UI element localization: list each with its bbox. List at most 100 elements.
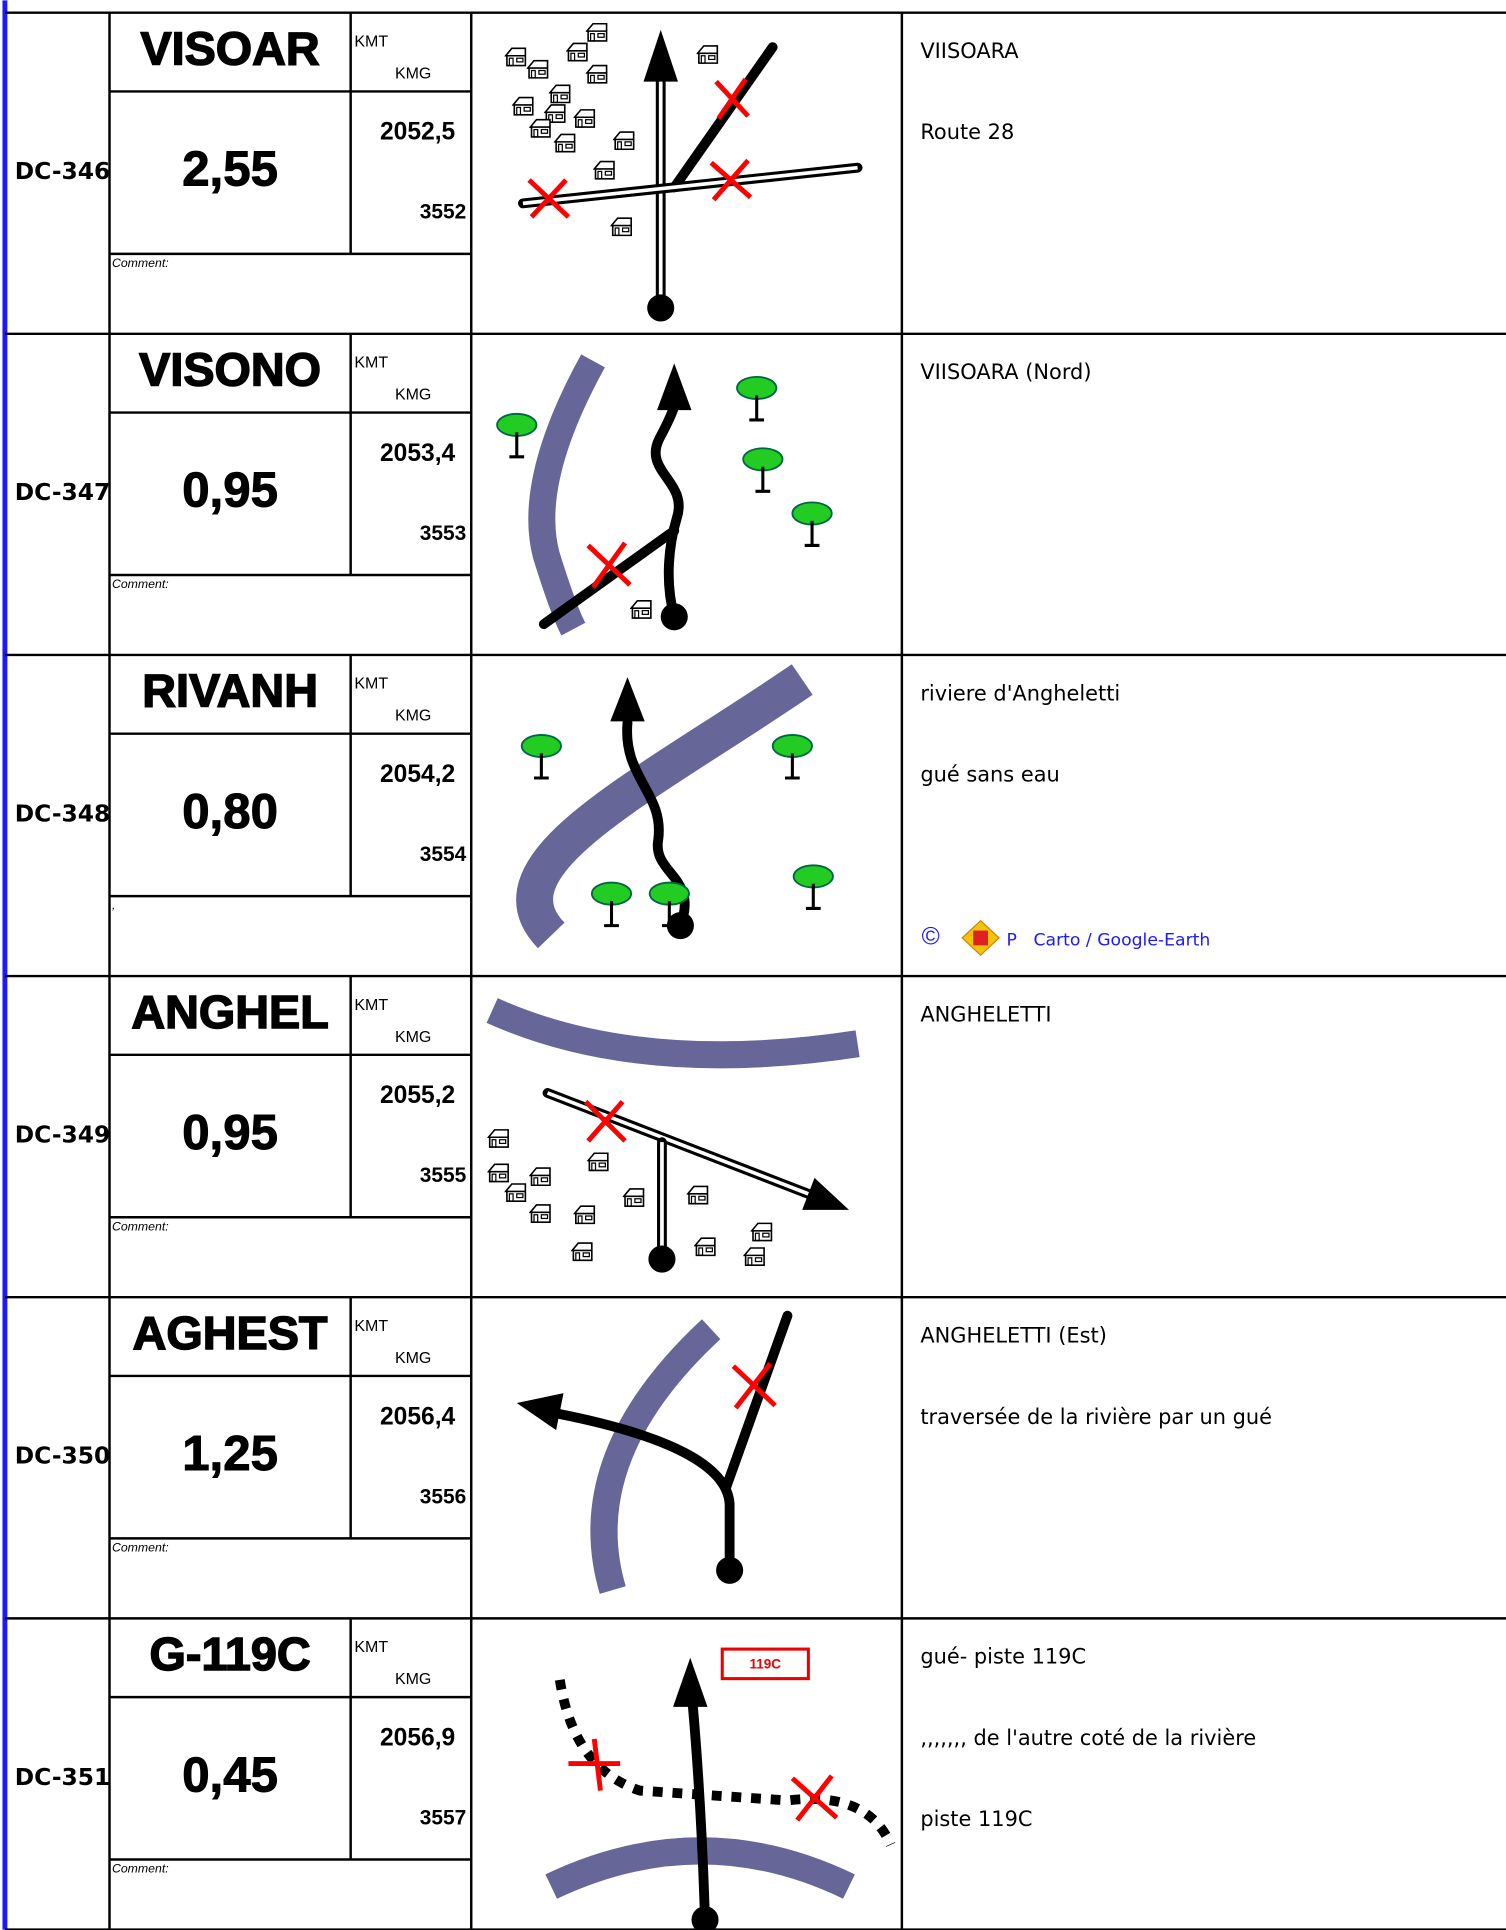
kmg-label: KMG	[395, 65, 431, 82]
diagram-shape	[660, 603, 688, 631]
distance: 0,45	[182, 1747, 278, 1802]
diagram-shape	[743, 1247, 765, 1267]
diagram-shape	[741, 446, 785, 493]
waypoint-code: AGHEST	[133, 1307, 328, 1359]
row-id: DC-346	[15, 157, 111, 185]
note: gué sans eau	[920, 763, 1059, 787]
diagram-shape	[610, 677, 645, 722]
diagram-shape	[973, 930, 989, 946]
kmg-label: KMG	[395, 1671, 431, 1688]
kmt-label: KMT	[354, 1639, 388, 1656]
diagram-shape	[691, 1906, 719, 1930]
diagram-shape	[694, 1237, 716, 1257]
diagram-shape	[771, 733, 814, 780]
kmt-label: KMT	[354, 355, 388, 372]
diagram-shape	[802, 1177, 849, 1210]
note: ANGHELETTI (Est)	[920, 1324, 1107, 1348]
diagram-shape	[648, 1245, 676, 1273]
diagram-shape	[529, 1167, 551, 1187]
diagram-shape	[529, 1204, 551, 1223]
note: VIISOARA	[920, 39, 1019, 63]
kmt-value: 2056,9	[380, 1724, 455, 1751]
diagram-shape	[516, 664, 835, 949]
diagram-shape	[549, 84, 571, 104]
row-id: DC-350	[15, 1442, 111, 1470]
kmg-value: 3555	[420, 1164, 467, 1187]
diagram-shape	[529, 118, 551, 138]
diagram-shape	[630, 600, 652, 619]
diagram-shape	[669, 42, 778, 193]
kmt-value: 2056,4	[380, 1403, 456, 1430]
distance: 0,95	[182, 463, 278, 518]
distance: 1,25	[182, 1426, 278, 1481]
diagram-shape	[520, 733, 563, 780]
comment: Comment:	[112, 1540, 169, 1554]
kmg-value: 3557	[420, 1806, 467, 1829]
diagram-shape: 119C	[545, 1647, 896, 1930]
kmt-label: KMT	[354, 1318, 388, 1335]
note: traversée de la rivière par un gué	[920, 1405, 1272, 1429]
waypoint-code: VISONO	[139, 344, 321, 396]
diagram-shape	[554, 133, 576, 153]
diagram-shape	[538, 525, 680, 630]
kmt-value: 2053,4	[380, 440, 456, 467]
diagram-shape	[566, 42, 588, 62]
diagram-shape	[587, 1152, 609, 1172]
note: Route 28	[920, 120, 1014, 144]
diagram-shape	[790, 1774, 839, 1822]
diagram-shape	[750, 1222, 773, 1242]
diagram-shape	[527, 59, 549, 79]
comment: Comment:	[112, 1862, 169, 1876]
kmt-value: 2055,2	[380, 1082, 455, 1109]
diagram-shape	[790, 500, 834, 547]
diagram-shape	[673, 1657, 708, 1707]
diagram-shape	[486, 998, 860, 1273]
kmg-label: KMG	[395, 387, 431, 404]
kmg-value: 3553	[420, 522, 467, 545]
row-id: DC-348	[15, 799, 111, 827]
comment: Comment:	[112, 1219, 169, 1233]
note: piste 119C	[920, 1807, 1032, 1831]
diagram-shape	[546, 1091, 810, 1196]
kmt-value: 2054,2	[380, 761, 455, 788]
credit-text: Carto / Google-Earth	[1034, 930, 1211, 950]
diagram-shape	[657, 363, 692, 411]
diagram-shape	[792, 863, 835, 910]
distance: 0,80	[182, 784, 278, 839]
diagram-shape	[516, 1393, 564, 1431]
kmt-label: KMT	[354, 33, 388, 50]
diagram-shape	[716, 1556, 744, 1584]
kmg-label: KMG	[395, 1029, 431, 1046]
diagram-shape	[696, 45, 719, 64]
kmg-value: 3554	[420, 843, 467, 866]
diagram-shape	[714, 77, 750, 120]
diagram-shape	[586, 22, 608, 42]
kmg-value: 3552	[420, 201, 467, 224]
row-id: DC-347	[15, 478, 111, 506]
diagram-shape	[623, 1188, 645, 1207]
distance: 2,55	[182, 142, 278, 197]
diagram-shape	[554, 1409, 735, 1576]
diagram-shape	[586, 64, 608, 84]
waypoint-code: RIVANH	[142, 665, 318, 717]
diagram-shape	[487, 1129, 509, 1148]
diagram-shape	[610, 217, 632, 237]
row-id: DC-349	[15, 1121, 111, 1149]
diagram-shape	[720, 1647, 810, 1681]
diagram-shape	[573, 109, 596, 128]
diagram-shape	[571, 1242, 593, 1262]
diagram-shape	[527, 178, 571, 219]
note: VIISOARA (Nord)	[920, 360, 1091, 384]
comment: Comment:	[112, 577, 169, 591]
diagram-shape	[687, 1699, 710, 1925]
kmg-label: KMG	[395, 1350, 431, 1367]
diagram-shape	[731, 1362, 777, 1410]
diagram-shape	[516, 664, 813, 949]
diagram-shape	[721, 1310, 793, 1493]
sign: 119C	[750, 1657, 782, 1672]
waypoint-code: ANGHEL	[131, 986, 328, 1038]
diagram-shape	[586, 541, 632, 589]
diagram-shape	[590, 881, 633, 928]
credit-symbol: ©	[922, 923, 940, 950]
